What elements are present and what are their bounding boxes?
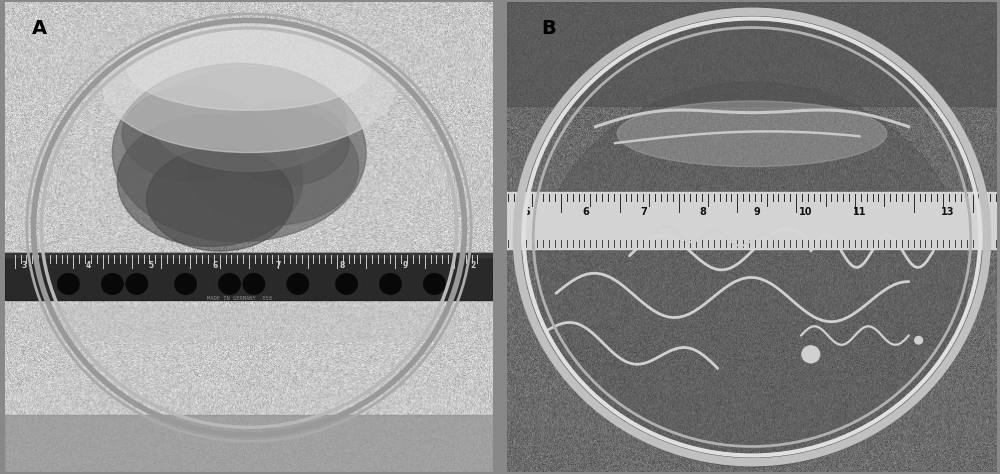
Text: MADE IN GERMANY .058: MADE IN GERMANY .058 bbox=[207, 295, 272, 301]
Bar bbox=[44, 307, 454, 340]
Ellipse shape bbox=[122, 87, 259, 181]
Circle shape bbox=[58, 273, 79, 294]
Ellipse shape bbox=[103, 21, 395, 153]
Bar bbox=[497, 192, 1000, 249]
Ellipse shape bbox=[127, 26, 371, 110]
Text: 8: 8 bbox=[339, 261, 344, 270]
Bar bbox=[5, 415, 493, 472]
Circle shape bbox=[175, 273, 196, 294]
Circle shape bbox=[424, 273, 445, 294]
Text: 3: 3 bbox=[22, 261, 27, 270]
Bar bbox=[507, 2, 997, 106]
Circle shape bbox=[802, 346, 820, 363]
Circle shape bbox=[287, 273, 309, 294]
Text: 5: 5 bbox=[523, 207, 530, 217]
Ellipse shape bbox=[188, 108, 359, 225]
Text: 9: 9 bbox=[403, 261, 408, 270]
Text: 4: 4 bbox=[85, 261, 91, 270]
Bar bbox=[5, 254, 493, 301]
Circle shape bbox=[243, 273, 265, 294]
Text: 11: 11 bbox=[853, 207, 867, 217]
Circle shape bbox=[336, 273, 357, 294]
Text: 2: 2 bbox=[471, 261, 476, 270]
Text: B: B bbox=[541, 19, 556, 38]
Ellipse shape bbox=[112, 64, 366, 242]
Circle shape bbox=[102, 273, 123, 294]
Text: 6: 6 bbox=[582, 207, 589, 217]
Text: 6: 6 bbox=[212, 261, 217, 270]
Text: 8: 8 bbox=[700, 207, 706, 217]
Text: 7: 7 bbox=[276, 261, 281, 270]
Ellipse shape bbox=[147, 148, 293, 251]
Ellipse shape bbox=[617, 101, 887, 167]
Text: A: A bbox=[32, 19, 47, 38]
Ellipse shape bbox=[117, 115, 303, 246]
Text: 5: 5 bbox=[149, 261, 154, 270]
Text: 10: 10 bbox=[799, 207, 813, 217]
Text: 9: 9 bbox=[754, 207, 760, 217]
Circle shape bbox=[915, 337, 923, 344]
Ellipse shape bbox=[151, 68, 347, 171]
Text: 13: 13 bbox=[941, 207, 955, 217]
Bar bbox=[5, 254, 493, 257]
Ellipse shape bbox=[536, 82, 968, 467]
Text: 7: 7 bbox=[641, 207, 648, 217]
Ellipse shape bbox=[227, 101, 349, 185]
Circle shape bbox=[219, 273, 240, 294]
Circle shape bbox=[126, 273, 147, 294]
Circle shape bbox=[380, 273, 401, 294]
